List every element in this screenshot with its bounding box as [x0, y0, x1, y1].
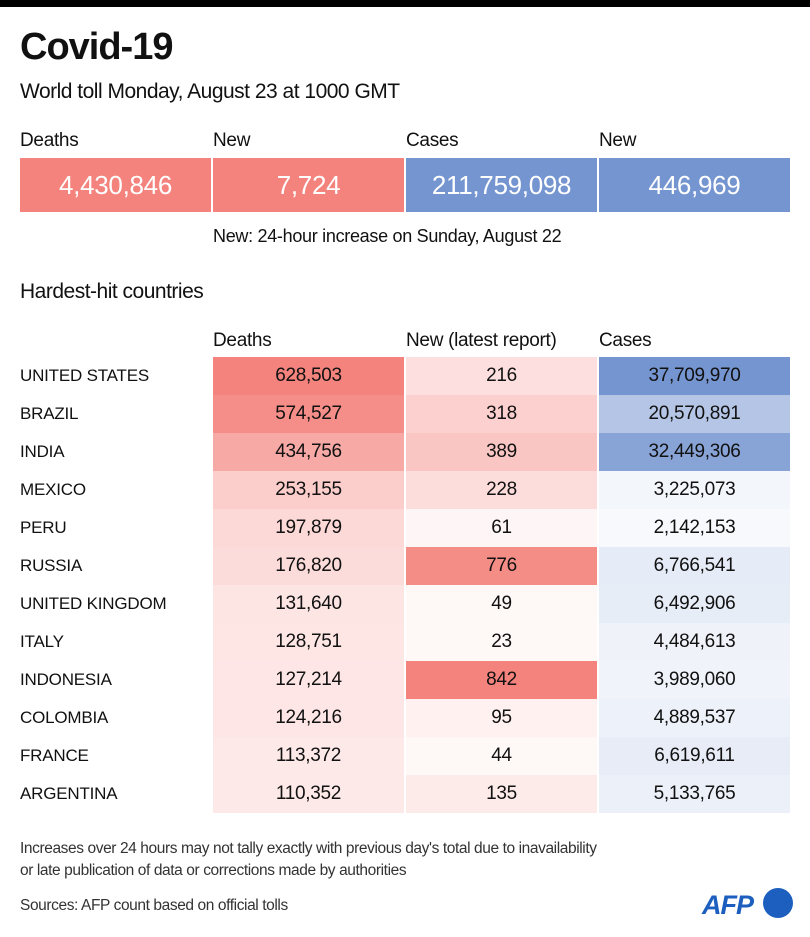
row-country-label: INDIA: [20, 442, 65, 461]
svg-text:AFP: AFP: [701, 890, 755, 920]
cell-deaths: 124,216: [213, 699, 404, 737]
row-country-label: UNITED STATES: [20, 366, 150, 385]
cell-cases: 3,989,060: [599, 661, 790, 699]
afp-logo-graphic: AFP: [701, 888, 793, 920]
column-header-new: New (latest report): [406, 330, 557, 351]
cell-new: 23: [406, 623, 597, 661]
cell-cases: 37,709,970: [599, 357, 790, 395]
page-subtitle: World toll Monday, August 23 at 1000 GMT: [20, 80, 400, 103]
row-country-label: PERU: [20, 518, 67, 537]
cell-cases: 6,619,611: [599, 737, 790, 775]
summary-box-cases: 211,759,098: [406, 158, 597, 212]
row-country-label: UNITED KINGDOM: [20, 594, 167, 613]
cell-deaths: 131,640: [213, 585, 404, 623]
cell-new: 61: [406, 509, 597, 547]
cell-cases: 4,889,537: [599, 699, 790, 737]
row-country-label: MEXICO: [20, 480, 86, 499]
section-title: Hardest-hit countries: [20, 280, 204, 303]
row-country-label: ITALY: [20, 632, 64, 651]
summary-label-deaths: Deaths: [20, 130, 79, 151]
cell-deaths: 176,820: [213, 547, 404, 585]
cell-deaths: 574,527: [213, 395, 404, 433]
cell-deaths: 110,352: [213, 775, 404, 813]
top-rule: [0, 0, 810, 7]
summary-box-new-cases: 446,969: [599, 158, 790, 212]
cell-cases: 20,570,891: [599, 395, 790, 433]
cell-cases: 32,449,306: [599, 433, 790, 471]
cell-new: 216: [406, 357, 597, 395]
cell-deaths: 197,879: [213, 509, 404, 547]
column-header-deaths: Deaths: [213, 330, 272, 351]
summary-note: New: 24-hour increase on Sunday, August …: [213, 226, 562, 246]
cell-new: 95: [406, 699, 597, 737]
summary-box-new-deaths: 7,724: [213, 158, 404, 212]
cell-cases: 5,133,765: [599, 775, 790, 813]
cell-cases: 6,766,541: [599, 547, 790, 585]
cell-new: 776: [406, 547, 597, 585]
summary-label-new-cases: New: [599, 130, 637, 151]
disclaimer-line-1: Increases over 24 hours may not tally ex…: [20, 840, 597, 857]
sources-note: Sources: AFP count based on official tol…: [20, 897, 288, 914]
row-country-label: BRAZIL: [20, 404, 79, 423]
column-header-cases: Cases: [599, 330, 652, 351]
cell-deaths: 127,214: [213, 661, 404, 699]
disclaimer-line-2: or late publication of data or correctio…: [20, 862, 407, 879]
cell-cases: 6,492,906: [599, 585, 790, 623]
cell-deaths: 434,756: [213, 433, 404, 471]
cell-deaths: 253,155: [213, 471, 404, 509]
cell-new: 228: [406, 471, 597, 509]
summary-label-cases: Cases: [406, 130, 459, 151]
row-country-label: RUSSIA: [20, 556, 83, 575]
cell-new: 318: [406, 395, 597, 433]
cell-new: 135: [406, 775, 597, 813]
afp-logo: AFP: [700, 884, 795, 924]
cell-new: 49: [406, 585, 597, 623]
cell-deaths: 113,372: [213, 737, 404, 775]
cell-cases: 4,484,613: [599, 623, 790, 661]
cell-new: 842: [406, 661, 597, 699]
cell-cases: 3,225,073: [599, 471, 790, 509]
cell-new: 44: [406, 737, 597, 775]
page-title: Covid-19: [20, 26, 173, 68]
row-country-label: FRANCE: [20, 746, 89, 765]
row-country-label: COLOMBIA: [20, 708, 109, 727]
row-country-label: INDONESIA: [20, 670, 112, 689]
cell-cases: 2,142,153: [599, 509, 790, 547]
summary-box-deaths: 4,430,846: [20, 158, 211, 212]
cell-deaths: 628,503: [213, 357, 404, 395]
cell-deaths: 128,751: [213, 623, 404, 661]
cell-new: 389: [406, 433, 597, 471]
summary-label-new-deaths: New: [213, 130, 251, 151]
row-country-label: ARGENTINA: [20, 784, 118, 803]
